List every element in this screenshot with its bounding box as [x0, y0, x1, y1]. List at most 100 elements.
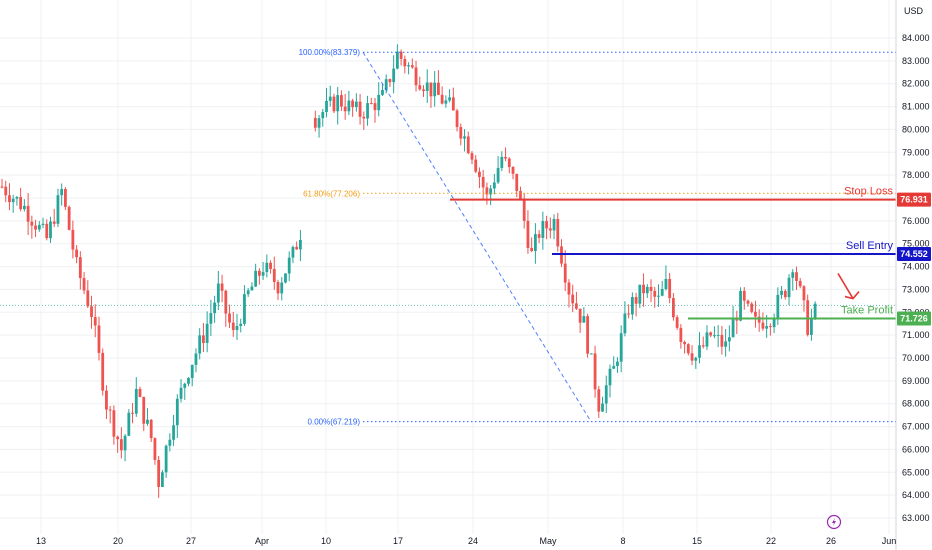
- price-tick: 70.000: [902, 353, 930, 363]
- candle-body: [22, 205, 26, 210]
- candle-body: [358, 101, 362, 117]
- level-name: Sell Entry: [846, 240, 894, 252]
- candle-body: [317, 118, 321, 128]
- candle-body: [49, 221, 52, 239]
- candle-body: [190, 364, 194, 379]
- candle-body: [52, 221, 56, 224]
- candle-body: [343, 106, 347, 112]
- price-tick: 71.000: [902, 330, 930, 340]
- level-name: Stop Loss: [844, 186, 893, 198]
- candle-body: [153, 438, 157, 460]
- candle-body: [463, 136, 466, 139]
- candle-body: [478, 171, 481, 177]
- price-tick: 67.000: [902, 422, 930, 432]
- candle-body: [519, 191, 522, 200]
- candle-body: [71, 229, 75, 250]
- candle-body: [373, 103, 377, 111]
- candle-body: [459, 127, 463, 139]
- candle-body: [243, 294, 246, 324]
- candle-body: [41, 223, 45, 225]
- candle-body: [500, 156, 504, 168]
- candle-body: [272, 268, 276, 282]
- candle-body: [597, 389, 601, 412]
- candle-body: [362, 116, 366, 119]
- candle-body: [466, 136, 470, 154]
- candle-body: [332, 96, 336, 112]
- candle-body: [213, 302, 217, 314]
- candle-body: [630, 297, 634, 315]
- candle-body: [384, 79, 388, 90]
- arrow-icon: [837, 273, 854, 299]
- candle-body: [280, 282, 284, 294]
- candle-body: [90, 306, 93, 318]
- candle-body: [765, 326, 769, 329]
- candle-body: [660, 289, 664, 296]
- candle-body: [56, 195, 60, 224]
- candle-body: [813, 303, 817, 318]
- lightning-icon[interactable]: [826, 514, 842, 530]
- price-badge-value: 74.552: [900, 249, 928, 259]
- candle-body: [354, 101, 358, 108]
- candle-body: [634, 297, 638, 304]
- candle-body: [511, 167, 515, 174]
- candle-body: [183, 383, 187, 388]
- candle-body: [787, 277, 791, 298]
- price-axis[interactable]: 63.000 64.000 65.000 66.000 67.000 68.000 69.0…: [895, 0, 931, 550]
- candle-body: [727, 337, 731, 342]
- price-tick: 76.000: [902, 216, 930, 226]
- price-tick: 75.000: [902, 239, 930, 249]
- candle-body: [556, 219, 560, 247]
- time-axis[interactable]: 13 20 27 Apr 10 17 24 May 8 15 22 26 Jun: [36, 536, 896, 546]
- candle-body: [489, 188, 493, 195]
- candle-body: [313, 118, 317, 128]
- price-tick: 68.000: [902, 399, 930, 409]
- candle-body: [369, 103, 373, 105]
- candle-body: [269, 262, 272, 269]
- date-tick: 20: [113, 536, 123, 546]
- price-tick: 81.000: [902, 102, 930, 112]
- date-tick: Apr: [255, 536, 269, 546]
- candle-body: [451, 97, 455, 111]
- candle-body: [403, 58, 407, 67]
- candle-body: [198, 335, 202, 354]
- candle-body: [119, 439, 123, 451]
- candle-body: [97, 325, 101, 353]
- candle-body: [209, 313, 213, 324]
- candle-body: [552, 219, 556, 231]
- candle-body: [701, 345, 705, 347]
- candle-body: [526, 220, 530, 248]
- candle-body: [4, 186, 8, 196]
- candle-body: [19, 197, 23, 210]
- candle-body: [216, 283, 220, 303]
- candlesticks: [0, 44, 817, 498]
- candle-body: [672, 298, 675, 318]
- price-tick: 79.000: [902, 147, 930, 157]
- candle-body: [492, 182, 496, 189]
- candle-body: [541, 221, 545, 238]
- candle-body: [295, 246, 299, 250]
- candle-body: [134, 388, 138, 414]
- price-badge-value: 76.931: [900, 195, 928, 205]
- candle-body: [205, 323, 209, 343]
- candle-body: [455, 110, 459, 128]
- candle-body: [138, 388, 142, 397]
- candle-body: [112, 410, 116, 437]
- date-tick: 15: [692, 536, 702, 546]
- date-tick: May: [539, 536, 557, 546]
- candle-body: [287, 257, 291, 274]
- candle-body: [347, 100, 351, 112]
- candle-body: [593, 353, 597, 390]
- price-tick: 64.000: [902, 490, 930, 500]
- candle-body: [750, 303, 754, 312]
- candle-body: [15, 197, 19, 199]
- candle-body: [336, 95, 340, 112]
- currency-label: USD: [904, 6, 924, 16]
- candle-body: [105, 390, 108, 410]
- candle-body: [638, 284, 642, 304]
- candle-body: [448, 97, 451, 101]
- fib-level-label: 61.80%(77.206): [303, 189, 360, 198]
- candle-body: [578, 308, 582, 323]
- price-tick: 69.000: [902, 376, 930, 386]
- candle-body: [731, 319, 735, 338]
